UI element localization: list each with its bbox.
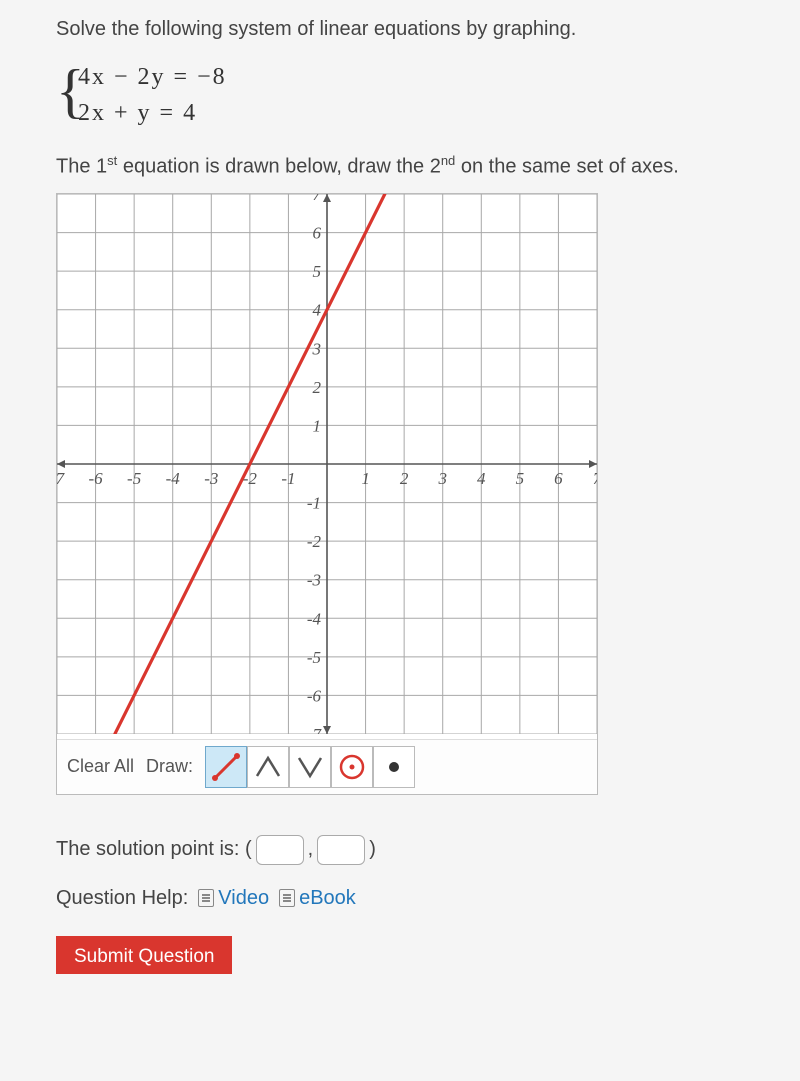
draw-toolbar: Clear All Draw:	[57, 739, 597, 794]
svg-text:2: 2	[313, 378, 322, 397]
instruction-part: The 1	[56, 156, 107, 178]
video-link-label: Video	[218, 887, 269, 910]
video-link[interactable]: Video	[198, 887, 269, 910]
svg-text:-1: -1	[307, 493, 321, 512]
clear-all-button[interactable]: Clear All	[67, 756, 134, 777]
solution-label: The solution point is: (	[56, 838, 252, 861]
svg-text:1: 1	[313, 416, 322, 435]
svg-text:3: 3	[312, 339, 322, 358]
solution-x-input[interactable]	[256, 835, 304, 865]
solution-y-input[interactable]	[317, 835, 365, 865]
equation-system: { 4x − 2y = −8 2x + y = 4	[56, 59, 776, 131]
ebook-link-label: eBook	[299, 887, 356, 910]
svg-text:-4: -4	[307, 609, 322, 628]
svg-text:3: 3	[437, 469, 447, 488]
instruction-part: on the same set of axes.	[455, 156, 678, 178]
svg-text:6: 6	[554, 469, 563, 488]
solution-sep: ,	[308, 838, 314, 861]
svg-text:5: 5	[313, 262, 322, 281]
instruction-sup: st	[107, 153, 117, 168]
ebook-link[interactable]: eBook	[279, 887, 356, 910]
svg-text:-1: -1	[281, 469, 295, 488]
equation-2: 2x + y = 4	[78, 95, 776, 131]
help-label: Question Help:	[56, 887, 188, 910]
svg-text:-5: -5	[307, 648, 321, 667]
question-prompt: Solve the following system of linear equ…	[56, 18, 776, 41]
open-up-tool[interactable]	[247, 746, 289, 788]
equation-1: 4x − 2y = −8	[78, 59, 776, 95]
svg-text:-5: -5	[127, 469, 141, 488]
svg-text:1: 1	[361, 469, 370, 488]
point-tool[interactable]	[373, 746, 415, 788]
svg-text:6: 6	[313, 223, 322, 242]
document-icon	[198, 889, 214, 907]
solution-input-row: The solution point is: ( , )	[56, 835, 776, 865]
draw-label: Draw:	[146, 756, 193, 777]
circle-point-tool[interactable]	[331, 746, 373, 788]
svg-text:5: 5	[516, 469, 525, 488]
svg-text:-2: -2	[307, 532, 322, 551]
brace-icon: {	[56, 55, 85, 127]
open-down-tool[interactable]	[289, 746, 331, 788]
svg-text:-3: -3	[307, 570, 321, 589]
instruction-sup: nd	[441, 153, 455, 168]
svg-text:-6: -6	[307, 686, 322, 705]
graph-container: -7-6-5-4-3-2-11234567-7-6-5-4-3-2-112345…	[56, 193, 598, 795]
question-help-row: Question Help: Video eBook	[56, 887, 776, 910]
svg-text:-7: -7	[307, 725, 323, 734]
svg-text:-6: -6	[88, 469, 103, 488]
svg-text:7: 7	[593, 469, 597, 488]
coordinate-graph[interactable]: -7-6-5-4-3-2-11234567-7-6-5-4-3-2-112345…	[57, 194, 597, 734]
svg-text:-3: -3	[204, 469, 218, 488]
svg-text:4: 4	[313, 300, 322, 319]
svg-text:2: 2	[400, 469, 409, 488]
svg-text:-4: -4	[166, 469, 181, 488]
document-icon	[279, 889, 295, 907]
svg-text:4: 4	[477, 469, 486, 488]
solution-close: )	[369, 838, 376, 861]
line-segment-tool[interactable]	[205, 746, 247, 788]
submit-question-button[interactable]: Submit Question	[56, 936, 232, 974]
instruction-part: equation is drawn below, draw the 2	[117, 156, 441, 178]
instruction-text: The 1st equation is drawn below, draw th…	[56, 153, 776, 179]
